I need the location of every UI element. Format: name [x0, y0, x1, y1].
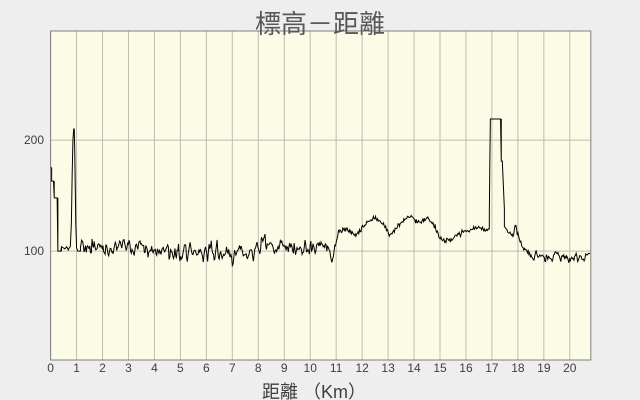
svg-text:100: 100 — [24, 244, 44, 258]
svg-text:12: 12 — [355, 361, 369, 375]
svg-text:17: 17 — [485, 361, 499, 375]
svg-text:3: 3 — [125, 361, 132, 375]
svg-text:1: 1 — [73, 361, 80, 375]
svg-text:16: 16 — [459, 361, 473, 375]
svg-text:14: 14 — [407, 361, 421, 375]
svg-text:9: 9 — [281, 361, 288, 375]
svg-text:5: 5 — [177, 361, 184, 375]
svg-text:18: 18 — [511, 361, 525, 375]
svg-text:200: 200 — [24, 133, 44, 147]
svg-text:7: 7 — [229, 361, 236, 375]
svg-text:4: 4 — [151, 361, 158, 375]
svg-text:8: 8 — [255, 361, 262, 375]
svg-text:13: 13 — [381, 361, 395, 375]
svg-text:10: 10 — [304, 361, 318, 375]
svg-text:20: 20 — [563, 361, 577, 375]
svg-text:15: 15 — [433, 361, 447, 375]
svg-text:2: 2 — [99, 361, 106, 375]
svg-text:19: 19 — [537, 361, 551, 375]
svg-text:11: 11 — [330, 361, 343, 375]
svg-text:0: 0 — [47, 361, 54, 375]
svg-text:6: 6 — [203, 361, 210, 375]
